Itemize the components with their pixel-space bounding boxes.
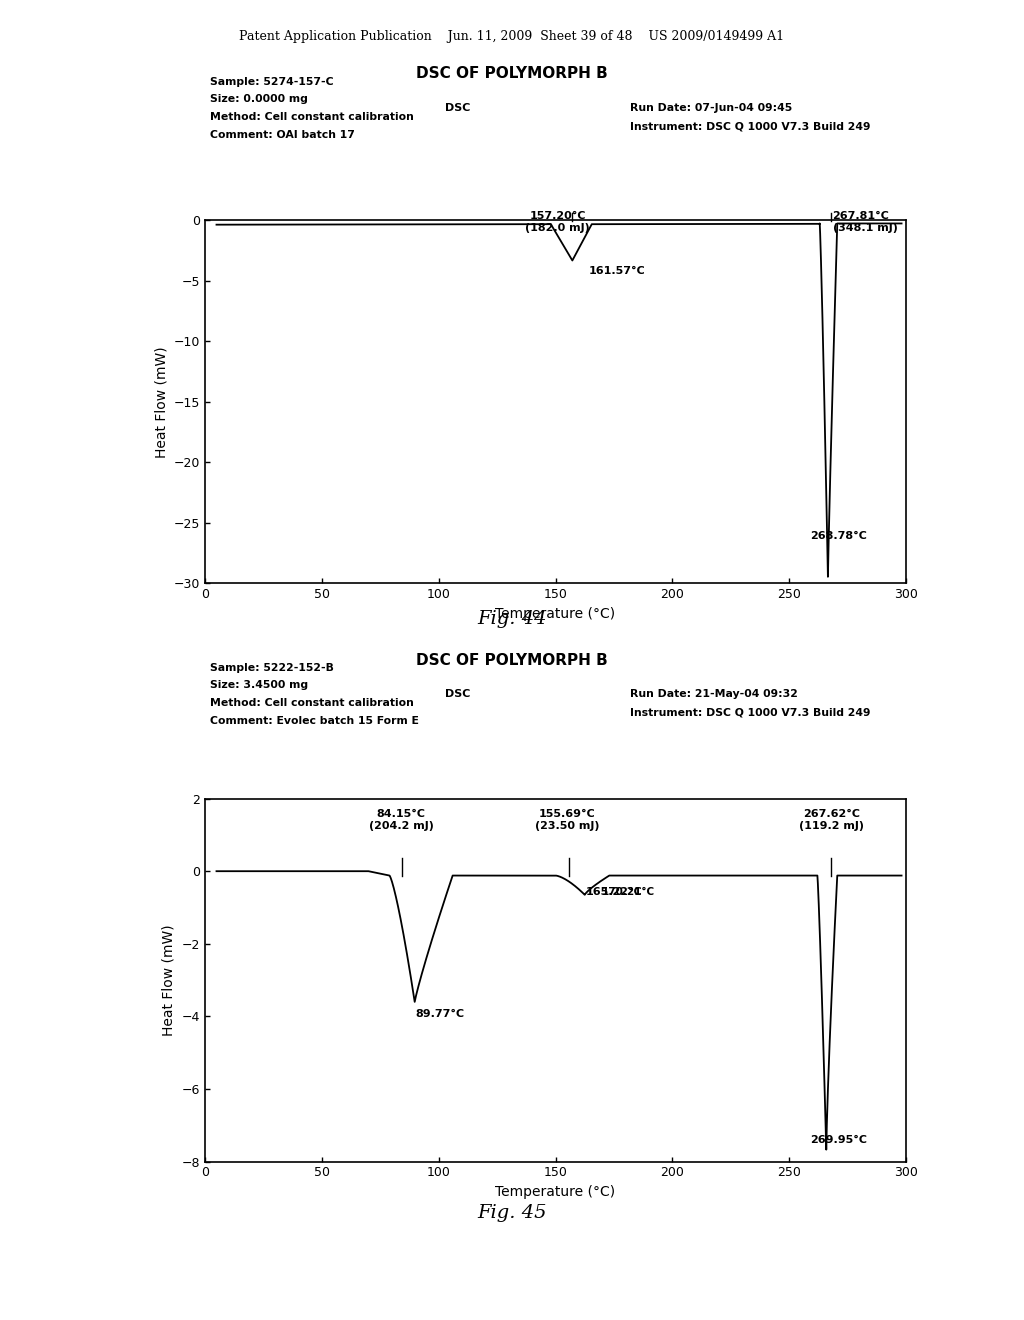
Text: Instrument: DSC Q 1000 V7.3 Build 249: Instrument: DSC Q 1000 V7.3 Build 249 xyxy=(630,121,870,131)
Text: Run Date: 07-Jun-04 09:45: Run Date: 07-Jun-04 09:45 xyxy=(630,103,792,114)
Text: 269.95°C: 269.95°C xyxy=(810,1135,867,1146)
Text: 268.78°C: 268.78°C xyxy=(810,531,867,541)
Text: Fig. 45: Fig. 45 xyxy=(477,1204,547,1222)
Text: DSC OF POLYMORPH B: DSC OF POLYMORPH B xyxy=(416,653,608,668)
Text: Fig. 44: Fig. 44 xyxy=(477,610,547,628)
Text: DSC OF POLYMORPH B: DSC OF POLYMORPH B xyxy=(416,66,608,81)
Text: Run Date: 21-May-04 09:32: Run Date: 21-May-04 09:32 xyxy=(630,689,798,700)
Text: Comment: Evolec batch 15 Form E: Comment: Evolec batch 15 Form E xyxy=(210,715,419,726)
Text: 165.22°C: 165.22°C xyxy=(586,887,643,896)
Text: Method: Cell constant calibration: Method: Cell constant calibration xyxy=(210,112,414,123)
Text: Sample: 5222-152-B: Sample: 5222-152-B xyxy=(210,663,334,673)
Text: DSC: DSC xyxy=(445,103,471,114)
Text: Method: Cell constant calibration: Method: Cell constant calibration xyxy=(210,698,414,709)
Text: Comment: OAI batch 17: Comment: OAI batch 17 xyxy=(210,131,354,140)
Text: 267.62°C
(119.2 mJ): 267.62°C (119.2 mJ) xyxy=(799,809,864,832)
Text: DSC: DSC xyxy=(445,689,471,700)
Text: 157.20°C
(182.0 mJ): 157.20°C (182.0 mJ) xyxy=(525,211,590,232)
Text: 84.15°C
(204.2 mJ): 84.15°C (204.2 mJ) xyxy=(369,809,433,832)
Y-axis label: Heat Flow (mW): Heat Flow (mW) xyxy=(162,924,176,1036)
Text: 89.77°C: 89.77°C xyxy=(416,1008,464,1019)
Text: Size: 0.0000 mg: Size: 0.0000 mg xyxy=(210,95,308,104)
Text: 155.69°C
(23.50 mJ): 155.69°C (23.50 mJ) xyxy=(535,809,599,832)
Text: Instrument: DSC Q 1000 V7.3 Build 249: Instrument: DSC Q 1000 V7.3 Build 249 xyxy=(630,708,870,717)
Text: Patent Application Publication    Jun. 11, 2009  Sheet 39 of 48    US 2009/01494: Patent Application Publication Jun. 11, … xyxy=(240,30,784,44)
X-axis label: Temperature (°C): Temperature (°C) xyxy=(496,607,615,620)
X-axis label: Temperature (°C): Temperature (°C) xyxy=(496,1185,615,1199)
Y-axis label: Heat Flow (mW): Heat Flow (mW) xyxy=(154,346,168,458)
Text: Size: 3.4500 mg: Size: 3.4500 mg xyxy=(210,681,308,690)
Text: Sample: 5274-157-C: Sample: 5274-157-C xyxy=(210,77,334,87)
Text: 161.57°C: 161.57°C xyxy=(588,267,645,276)
Text: 267.81°C
(348.1 mJ): 267.81°C (348.1 mJ) xyxy=(833,211,897,232)
Text: 170.21°C: 170.21°C xyxy=(602,887,655,896)
